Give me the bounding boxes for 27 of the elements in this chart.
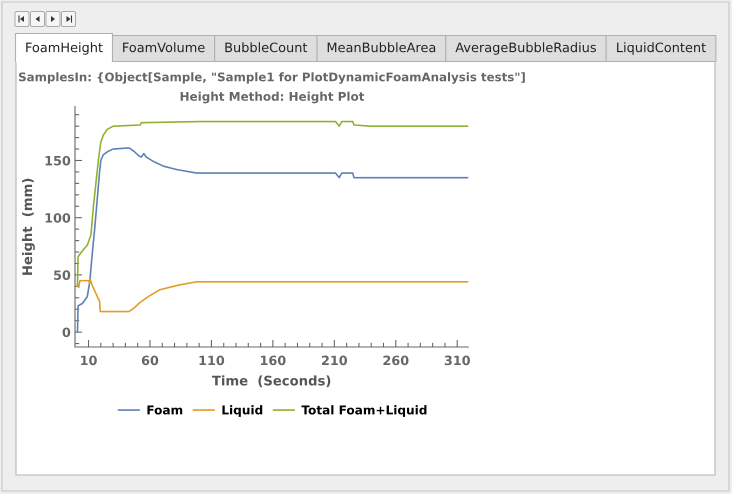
text: FoamVolume xyxy=(123,42,205,52)
y-tick-label: 50 xyxy=(54,270,70,280)
text: FoamHeight xyxy=(26,42,103,55)
x-tick-label: 160 xyxy=(260,356,286,366)
chart-title: SamplesIn: {Object[Sample, "Sample1 for PlotDynamicFoamAnalysis tests"] xyxy=(19,72,525,84)
legend-label: Total Foam+Liquid xyxy=(301,405,426,417)
x-tick-label: 110 xyxy=(200,356,224,366)
line-series xyxy=(76,147,468,333)
line-series xyxy=(76,278,468,312)
chart-subtitle: Height Method: Height Plot xyxy=(180,92,364,104)
x-tick-label: 260 xyxy=(383,356,409,366)
text: AverageBubbleRadius xyxy=(455,42,596,55)
text: MeanBubbleArea xyxy=(328,42,436,52)
text: LiquidContent xyxy=(617,42,706,55)
line-series xyxy=(76,120,468,288)
legend-label: Liquid xyxy=(222,405,262,417)
legend-label: Foam xyxy=(147,406,182,415)
text: BubbleCount xyxy=(225,42,308,52)
x-axis-title: Time (Seconds) xyxy=(212,375,330,388)
x-tick-label: 10 xyxy=(81,356,97,366)
y-axis-title: Height (mm) xyxy=(22,178,35,275)
y-tick-label: 150 xyxy=(46,156,70,166)
y-tick-label: 100 xyxy=(46,213,70,223)
x-tick-label: 310 xyxy=(444,356,470,366)
x-tick-label: 60 xyxy=(142,356,158,366)
x-tick-label: 210 xyxy=(322,356,348,366)
y-tick-label: 0 xyxy=(62,327,70,338)
